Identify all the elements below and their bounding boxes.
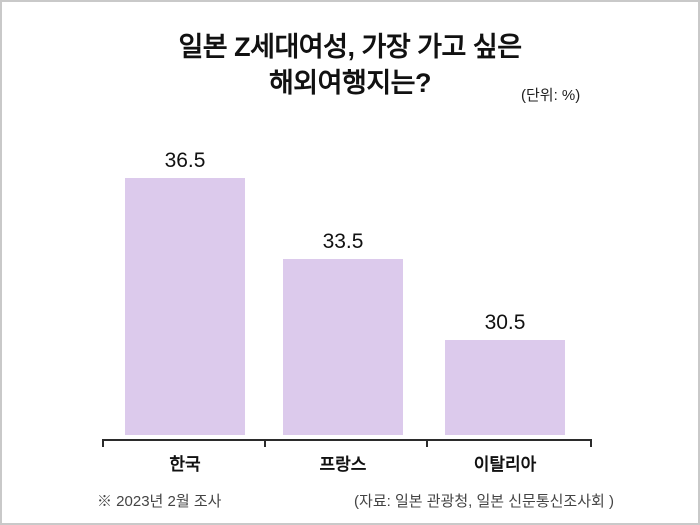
- chart-title-line1: 일본 Z세대여성, 가장 가고 싶은: [178, 32, 522, 62]
- category-label-italy: 이탈리아: [473, 455, 537, 474]
- chart-title: 일본 Z세대여성, 가장 가고 싶은 해외여행지는?: [2, 30, 698, 101]
- source-note: (자료: 일본 관광청, 일본 신문통신조사회 ): [354, 493, 614, 510]
- value-label-france: 33.5: [322, 230, 364, 253]
- category-label-france: 프랑스: [319, 455, 367, 474]
- category-label-korea: 한국: [169, 455, 201, 474]
- x-axis-tick: [426, 439, 428, 447]
- bar-italy: [445, 340, 565, 435]
- x-axis-tick: [590, 439, 592, 447]
- unit-label: (단위: %): [521, 87, 581, 104]
- x-axis-tick: [264, 439, 266, 447]
- value-label-italy: 30.5: [484, 311, 526, 334]
- x-axis-tick: [102, 439, 104, 447]
- survey-date-note: ※ 2023년 2월 조사: [97, 493, 222, 510]
- chart-title-line2: 해외여행지는?: [268, 67, 432, 98]
- bar-group-france: 33.5: [283, 230, 403, 435]
- bar-france: [283, 259, 403, 435]
- bar-group-korea: 36.5: [125, 149, 245, 435]
- bar-group-italy: 30.5: [445, 311, 565, 435]
- x-axis-line: [102, 439, 592, 441]
- value-label-korea: 36.5: [164, 149, 206, 172]
- bar-korea: [125, 178, 245, 435]
